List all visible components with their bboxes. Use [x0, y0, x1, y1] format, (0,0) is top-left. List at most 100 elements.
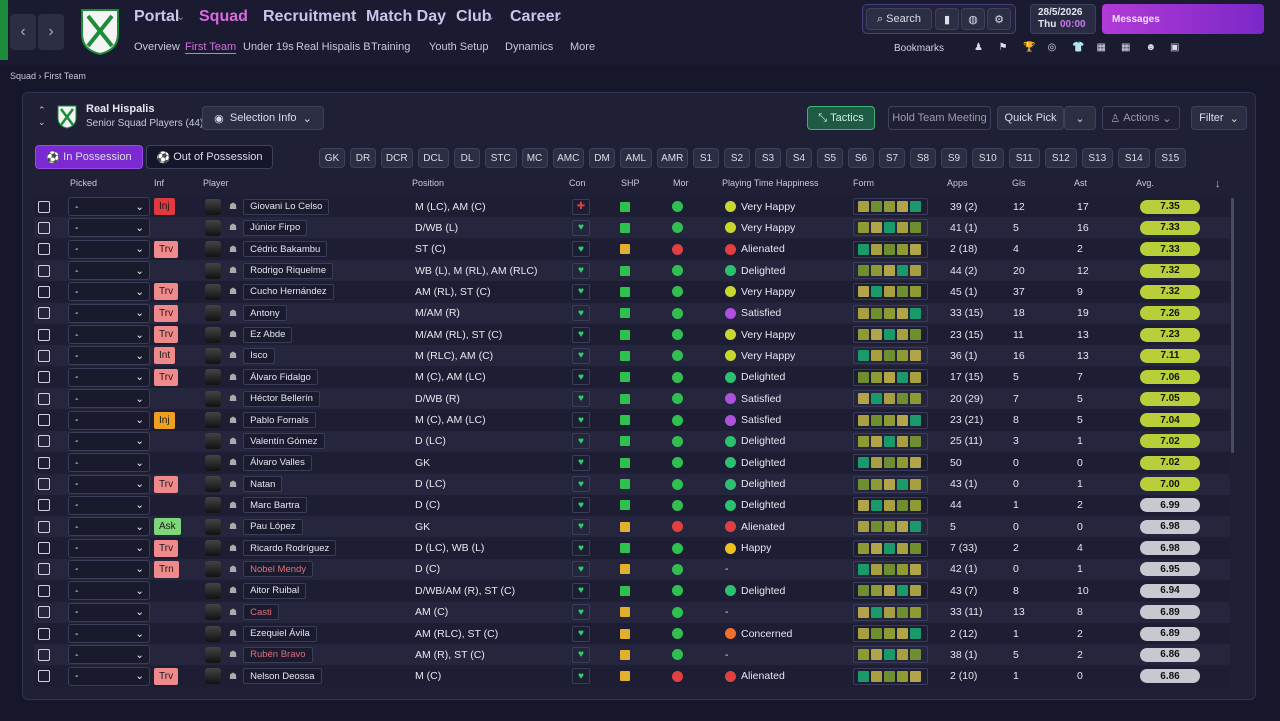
column-header[interactable]: Mor — [673, 178, 689, 188]
position-filter[interactable]: MC — [521, 148, 548, 168]
table-row[interactable]: - ⌄ ☗ Ezequiel Ávila AM (RLC), ST (C) ♥ Concer… — [34, 623, 1230, 644]
player-name[interactable]: Nelson Deossa — [243, 668, 322, 685]
picked-dropdown[interactable]: - ⌄ — [68, 538, 150, 558]
form-box[interactable] — [853, 262, 928, 280]
checkbox[interactable] — [38, 627, 50, 640]
quick-icon[interactable]: ◎ — [1047, 42, 1057, 53]
checkbox[interactable] — [38, 243, 50, 256]
sub-nav-item[interactable]: More — [570, 41, 596, 53]
picked-dropdown[interactable]: - ⌄ — [68, 453, 150, 473]
picked-dropdown[interactable]: - ⌄ — [68, 325, 150, 345]
position-filter[interactable]: S6 — [848, 148, 874, 168]
nav-item[interactable]: Match Day — [366, 8, 447, 25]
checkbox[interactable] — [38, 414, 50, 426]
position-filter[interactable]: DCR — [381, 148, 413, 168]
table-row[interactable]: - ⌄ ☗ Aitor Ruibal D/WB/AM (R), ST (C) ♥ Delig… — [34, 580, 1230, 602]
position-filter[interactable]: DL — [454, 148, 480, 168]
checkbox[interactable] — [38, 371, 50, 384]
inf-tag[interactable]: Trv — [154, 475, 179, 493]
table-row[interactable]: - ⌄ Trv ☗ Nelson Deossa M (C) ♥ Alienated 2 (10)… — [34, 665, 1230, 687]
checkbox[interactable] — [38, 285, 50, 298]
tactics-button[interactable]: ⤡ Tactics — [807, 106, 875, 130]
sub-nav-item[interactable]: First Team — [185, 41, 237, 54]
table-row[interactable]: - ⌄ ☗ Rodrigo Riquelme WB (L), M (RL), AM (R… — [34, 260, 1230, 282]
checkbox[interactable] — [38, 221, 50, 234]
sub-nav-item[interactable]: Dynamics — [505, 41, 554, 53]
picked-dropdown[interactable]: - ⌄ — [68, 645, 150, 665]
table-row[interactable]: - ⌄ ☗ Casti AM (C) ♥ -33 (11) 13 8 6.89 — [34, 601, 1230, 623]
messages-button[interactable]: Messages — [1102, 4, 1264, 34]
inf-tag[interactable]: Trv — [154, 539, 179, 557]
nav-item[interactable]: Recruitment — [263, 8, 357, 25]
checkbox[interactable] — [38, 520, 50, 533]
position-filter[interactable]: S15 — [1154, 148, 1186, 168]
form-box[interactable] — [853, 475, 928, 493]
inf-tag[interactable]: Trv — [154, 368, 179, 386]
position-filter[interactable]: S12 — [1045, 148, 1077, 168]
picked-dropdown[interactable]: - ⌄ — [68, 303, 150, 323]
position-filter[interactable]: S5 — [817, 148, 843, 168]
checkbox[interactable] — [38, 670, 50, 683]
checkbox[interactable] — [38, 478, 50, 491]
player-name[interactable]: Antony — [243, 305, 287, 322]
column-header[interactable]: Inf — [154, 178, 165, 188]
form-box[interactable] — [853, 240, 928, 258]
player-name[interactable]: Júnior Firpo — [243, 219, 308, 236]
form-box[interactable] — [853, 518, 928, 536]
column-header[interactable]: SHP — [621, 178, 640, 188]
checkbox[interactable] — [38, 200, 50, 213]
nav-caret[interactable]: ⌄ — [240, 11, 250, 23]
sort-indicator[interactable]: ↓ — [1215, 178, 1221, 190]
form-box[interactable] — [853, 347, 928, 365]
picked-dropdown[interactable]: - ⌄ — [68, 474, 150, 494]
form-box[interactable] — [853, 326, 928, 344]
player-name[interactable]: Pablo Fornals — [243, 412, 316, 428]
inf-tag[interactable]: Trv — [154, 326, 179, 344]
picked-dropdown[interactable]: - ⌄ — [68, 218, 150, 238]
picked-dropdown[interactable]: - ⌄ — [68, 624, 150, 643]
picked-dropdown[interactable]: - ⌄ — [68, 389, 150, 409]
form-box[interactable] — [853, 625, 928, 642]
picked-dropdown[interactable]: - ⌄ — [68, 559, 150, 579]
picked-dropdown[interactable]: - ⌄ — [68, 239, 150, 259]
position-filter[interactable]: S11 — [1008, 148, 1040, 168]
form-box[interactable] — [853, 603, 928, 621]
table-row[interactable]: - ⌄ ☗ Álvaro Valles GK ♥ Delighted 50 0 0 7.02 — [34, 452, 1230, 474]
table-row[interactable]: - ⌄ Inj ☗ Pablo Fornals M (C), AM (LC) ♥ Satisf… — [34, 409, 1230, 431]
position-filter[interactable]: GK — [319, 148, 345, 168]
inf-tag[interactable]: Ask — [154, 518, 181, 536]
table-row[interactable]: - ⌄ ☗ Marc Bartra D (C) ♥ Delighted 44 1 2 6.99 — [34, 494, 1230, 516]
filter-button[interactable]: Filter ⌄ — [1191, 106, 1247, 130]
quick-icon[interactable]: ☻ — [1145, 42, 1157, 53]
column-header[interactable]: Position — [412, 178, 445, 188]
date-box[interactable] — [1030, 4, 1096, 34]
table-row[interactable]: - ⌄ Trv ☗ Cédric Bakambu ST (C) ♥ Alienated 2 (1… — [34, 238, 1230, 260]
inf-tag[interactable]: Trv — [154, 283, 179, 301]
player-name[interactable]: Álvaro Fidalgo — [243, 369, 318, 386]
nav-caret[interactable]: ⌄ — [554, 11, 564, 23]
column-header[interactable]: Apps — [947, 178, 968, 188]
form-box[interactable] — [853, 219, 928, 237]
search-button[interactable]: ⌕ Search — [866, 8, 932, 30]
player-name[interactable]: Marc Bartra — [243, 497, 307, 514]
player-name[interactable]: Casti — [243, 604, 279, 621]
sub-nav-item[interactable]: Overview — [134, 41, 180, 53]
checkbox[interactable] — [38, 499, 50, 512]
checkbox[interactable] — [38, 392, 50, 405]
position-filter[interactable]: DM — [589, 148, 615, 168]
column-header[interactable]: Playing Time Happiness — [722, 178, 819, 188]
quick-pick-menu[interactable]: ⌄ — [1064, 106, 1096, 130]
form-box[interactable] — [853, 582, 928, 600]
nav-caret[interactable]: ⌄ — [459, 11, 469, 23]
position-filter[interactable]: S10 — [972, 148, 1004, 168]
picked-dropdown[interactable]: - ⌄ — [68, 431, 150, 451]
player-name[interactable]: Ezequiel Ávila — [243, 625, 317, 642]
checkbox[interactable] — [38, 606, 50, 619]
out-possession-tab[interactable]: ⚽ Out of Possession — [146, 145, 273, 169]
position-filter[interactable]: S2 — [724, 148, 750, 168]
player-name[interactable]: Rubén Bravo — [243, 646, 313, 663]
position-filter[interactable]: DR — [350, 148, 376, 168]
nav-item[interactable]: Career — [510, 8, 561, 25]
quick-icon[interactable]: ▦ — [1096, 42, 1106, 53]
quick-icon[interactable]: ♟ — [974, 42, 983, 53]
